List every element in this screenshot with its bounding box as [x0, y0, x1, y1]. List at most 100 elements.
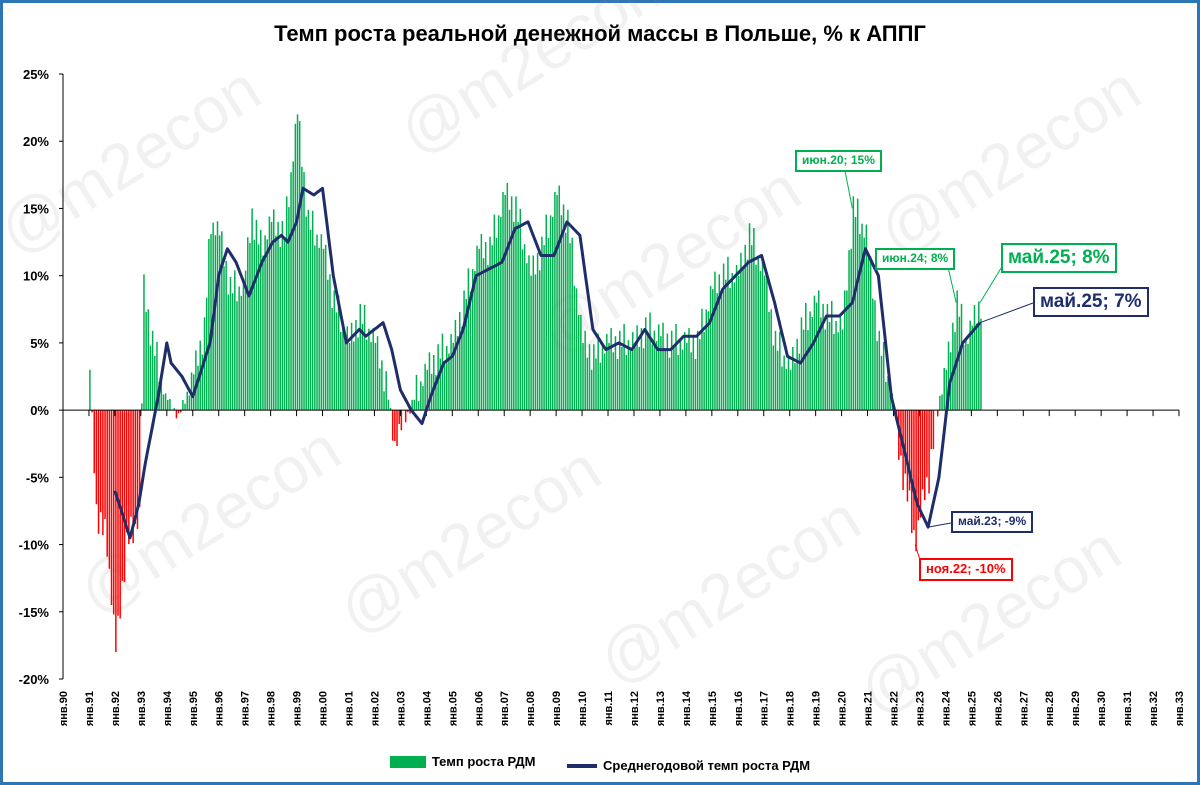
bar: [407, 410, 409, 413]
bar: [828, 321, 831, 411]
bar: [755, 264, 757, 411]
bar: [856, 198, 859, 411]
bar: [314, 245, 316, 411]
bar: [173, 408, 175, 411]
bar: [703, 331, 705, 411]
bar: [952, 322, 954, 411]
bar: [167, 400, 169, 411]
bar: [296, 114, 299, 411]
x-tick-label: янв.12: [629, 691, 641, 726]
bar: [975, 323, 978, 411]
bar: [216, 221, 219, 411]
bar: [463, 290, 465, 411]
bar: [234, 270, 236, 411]
bar: [709, 286, 712, 411]
legend-bar-label: Темп роста РДМ: [431, 754, 536, 769]
bar: [577, 315, 580, 411]
bar: [973, 305, 976, 411]
bar: [640, 328, 643, 411]
bar: [766, 274, 768, 411]
bar: [480, 233, 483, 411]
bar: [119, 410, 121, 619]
bar: [515, 196, 517, 411]
bar: [939, 395, 941, 411]
bar: [636, 325, 638, 411]
bar: [705, 309, 708, 411]
bar: [859, 233, 861, 411]
bar: [123, 410, 126, 583]
bar: [649, 312, 651, 411]
bar: [443, 362, 446, 411]
x-tick-label: янв.22: [889, 691, 901, 726]
y-tick-label: -15%: [19, 605, 50, 620]
bar: [368, 328, 370, 411]
bar: [143, 274, 145, 411]
bar: [530, 275, 532, 411]
bar: [225, 260, 227, 411]
bar: [770, 309, 772, 411]
bar: [112, 410, 115, 615]
bar: [716, 293, 718, 411]
y-tick-label: 0%: [30, 403, 49, 418]
bar: [584, 330, 586, 411]
bar: [467, 268, 470, 411]
bar: [911, 410, 913, 534]
bar: [677, 354, 679, 411]
bar: [156, 341, 158, 411]
bar: [932, 410, 935, 450]
bar: [428, 352, 431, 411]
bar: [943, 367, 945, 411]
bar: [99, 410, 102, 513]
bar: [666, 333, 669, 411]
bar: [588, 344, 591, 411]
legend: Темп роста РДМ Среднегодовой темп роста …: [3, 754, 1197, 773]
bar: [320, 234, 323, 411]
bar: [489, 236, 491, 411]
y-tick-label: -5%: [26, 470, 50, 485]
bar: [945, 369, 948, 411]
bar: [231, 293, 234, 411]
bar: [699, 339, 701, 411]
bar: [322, 248, 325, 411]
bar: [610, 328, 612, 411]
bar: [420, 381, 422, 411]
bar: [108, 410, 111, 569]
bar: [848, 250, 850, 411]
y-tick-label: 5%: [30, 336, 49, 351]
bar: [787, 355, 790, 411]
bar: [197, 365, 199, 411]
bar: [471, 269, 474, 411]
bar: [798, 353, 801, 411]
bar: [329, 274, 331, 411]
bar: [242, 278, 245, 411]
bar: [266, 239, 268, 411]
bar: [301, 166, 303, 411]
bar: [843, 290, 846, 411]
x-tick-label: янв.03: [395, 691, 407, 726]
bar: [454, 320, 457, 411]
bar: [735, 264, 738, 411]
bar: [439, 358, 442, 411]
bar: [889, 394, 891, 411]
bar: [811, 316, 814, 411]
bar: [668, 357, 671, 411]
bar: [117, 410, 119, 616]
bar: [357, 337, 359, 411]
bar: [850, 248, 852, 411]
bar: [383, 391, 385, 411]
bar: [727, 256, 729, 411]
bar: [614, 336, 617, 411]
bar: [904, 410, 907, 474]
bar: [595, 358, 597, 411]
bar: [340, 331, 342, 411]
bar: [545, 214, 547, 411]
x-tick-label: янв.13: [655, 691, 667, 726]
bar: [885, 381, 887, 411]
bar: [298, 121, 301, 411]
bar: [541, 236, 543, 411]
bar: [580, 314, 582, 411]
bar: [391, 410, 394, 441]
bar: [655, 340, 658, 411]
bar: [558, 185, 560, 411]
